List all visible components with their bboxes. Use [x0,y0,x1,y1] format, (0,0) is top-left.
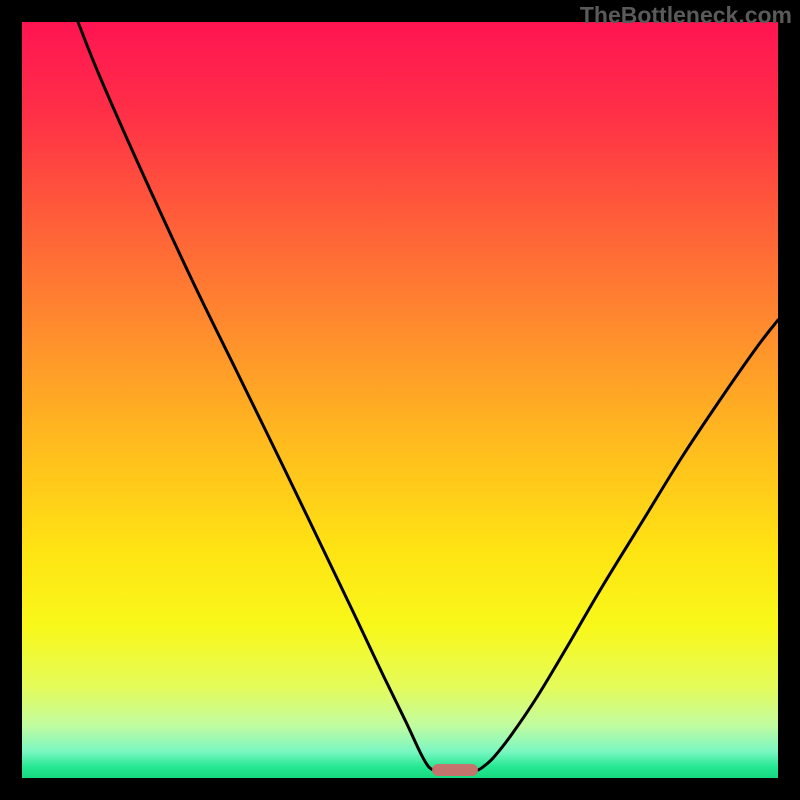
bottleneck-marker [432,764,478,776]
gradient-background [22,22,778,778]
chart-frame: TheBottleneck.com [0,0,800,800]
chart-svg [22,22,778,778]
watermark-text: TheBottleneck.com [580,2,792,29]
plot-area [22,22,778,778]
